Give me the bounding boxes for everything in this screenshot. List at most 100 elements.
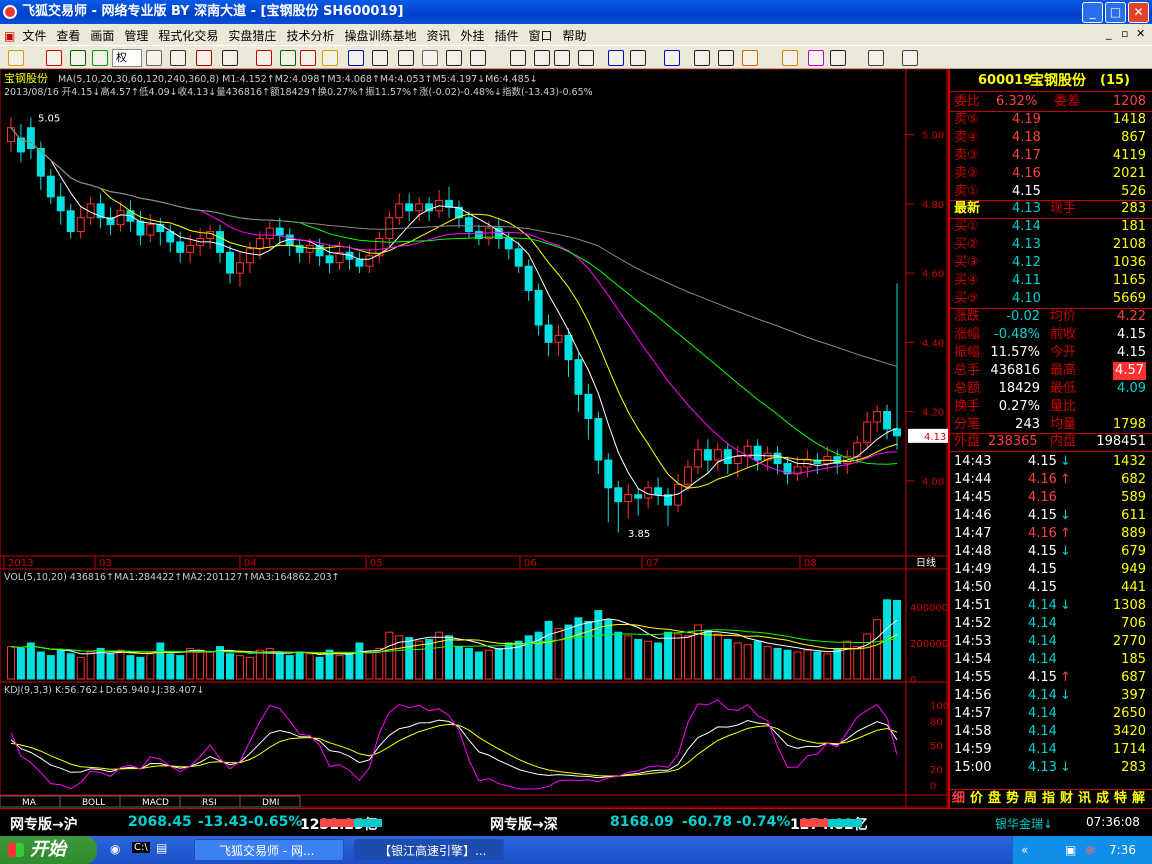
toolbar-icon[interactable]	[578, 50, 594, 66]
menu-item[interactable]: 操盘训练基地	[344, 29, 417, 43]
tray-clock[interactable]: 7:36	[1109, 843, 1136, 857]
menu-item[interactable]: 技术分析	[286, 29, 335, 43]
candle-body	[295, 244, 304, 253]
tray-security-icon[interactable]: ⊗	[1085, 843, 1096, 857]
toolbar-icon[interactable]	[902, 50, 918, 66]
stat-value: -0.48%	[994, 327, 1040, 342]
buy-price: 4.13	[1012, 237, 1041, 252]
menu-item[interactable]: 插件	[494, 29, 519, 43]
quan-select[interactable]: 权	[112, 49, 142, 67]
menu-app-icon[interactable]: ▣	[4, 29, 16, 43]
menu-item[interactable]: 画面	[90, 29, 115, 43]
toolbar-icon[interactable]	[322, 50, 338, 66]
menu-item[interactable]: 文件	[22, 29, 47, 43]
panel-tab[interactable]: 势	[1006, 791, 1020, 806]
tick-row: 14:47 4.16 ↑ 889	[950, 525, 1152, 543]
panel-tab[interactable]: 价	[970, 791, 984, 806]
toolbar-icon[interactable]	[718, 50, 734, 66]
toolbar-icon[interactable]	[694, 50, 710, 66]
tick-row: 14:59 4.14 1714	[950, 741, 1152, 759]
toolbar-icon[interactable]	[608, 50, 624, 66]
volume-bar	[425, 638, 434, 680]
toolbar-icon[interactable]	[868, 50, 884, 66]
panel-tab[interactable]: 成	[1096, 791, 1110, 806]
sh-breadth-bar	[320, 819, 382, 827]
menu-item[interactable]: 管理	[124, 29, 149, 43]
toolbar-icon[interactable]	[664, 50, 680, 66]
panel-tab[interactable]: 细	[952, 791, 966, 806]
quicklaunch-notepad-icon[interactable]: ▤	[156, 841, 168, 855]
mdi-restore-button[interactable]: ▫	[1121, 27, 1129, 40]
toolbar-icon[interactable]	[422, 50, 438, 66]
quicklaunch-cmd-icon[interactable]: C:\	[132, 842, 150, 853]
taskbar-item-feihu[interactable]: 飞狐交易师 - 网...	[194, 839, 344, 861]
panel-tab[interactable]: 讯	[1078, 791, 1092, 806]
toolbar-icon[interactable]	[398, 50, 414, 66]
panel-tab[interactable]: 周	[1024, 791, 1038, 806]
toolbar-icon[interactable]	[46, 50, 62, 66]
toolbar-icon[interactable]	[830, 50, 846, 66]
tick-price: 4.14	[1028, 634, 1057, 649]
kline-chart[interactable]: 宝钢股份 MA(5,10,20,30,60,120,240,360,8) M1:4…	[0, 68, 949, 808]
panel-tab[interactable]: 特	[1114, 791, 1128, 806]
toolbar-icon[interactable]	[534, 50, 550, 66]
menu-item[interactable]: 查看	[56, 29, 81, 43]
toolbar-icon[interactable]	[630, 50, 646, 66]
menu-item[interactable]: 帮助	[562, 29, 587, 43]
candle-body	[445, 199, 454, 208]
menu-item[interactable]: 外挂	[460, 29, 485, 43]
volume-bar	[56, 649, 65, 680]
toolbar-icon[interactable]	[348, 50, 364, 66]
quicklaunch-ie-icon[interactable]: ◉	[110, 842, 121, 856]
volume-bar	[833, 647, 842, 680]
toolbar-icon[interactable]	[146, 50, 162, 66]
toolbar-icon[interactable]	[170, 50, 186, 66]
volume-bar	[574, 617, 583, 680]
panel-tab[interactable]: 解	[1132, 791, 1146, 806]
menu-item[interactable]: 实盘猎庄	[228, 29, 277, 43]
taskbar-item-yinjiang[interactable]: 【银江高速引擎】...	[354, 839, 504, 861]
toolbar-icon[interactable]	[222, 50, 238, 66]
toolbar-icon[interactable]	[300, 50, 316, 66]
panel-tab[interactable]: 财	[1060, 791, 1074, 806]
toolbar-icon[interactable]	[8, 50, 24, 66]
toolbar-icon[interactable]	[742, 50, 758, 66]
volume-bar	[654, 642, 663, 680]
toolbar-icon[interactable]	[510, 50, 526, 66]
start-button[interactable]: 开始	[0, 836, 97, 864]
volume-bar	[226, 653, 234, 680]
toolbar-icon[interactable]	[446, 50, 462, 66]
tick-row: 14:54 4.14 185	[950, 651, 1152, 669]
candle-body	[375, 237, 384, 257]
mdi-close-button[interactable]: ✕	[1136, 27, 1146, 40]
toolbar-icon[interactable]	[70, 50, 86, 66]
toolbar-icon[interactable]	[256, 50, 272, 66]
tray-arrow-icon[interactable]: «	[1021, 843, 1029, 857]
toolbar-icon[interactable]	[280, 50, 296, 66]
chart-area[interactable]: 宝钢股份 MA(5,10,20,30,60,120,240,360,8) M1:4…	[0, 68, 949, 808]
toolbar-icon[interactable]	[92, 50, 108, 66]
mdi-minimize-button[interactable]: _	[1106, 27, 1112, 40]
toolbar-icon[interactable]	[782, 50, 798, 66]
tick-price: 4.14	[1028, 706, 1057, 721]
toolbar-icon[interactable]	[554, 50, 570, 66]
toolbar-icon[interactable]	[372, 50, 388, 66]
close-button[interactable]: ✕	[1128, 2, 1149, 23]
panel-tab[interactable]: 指	[1042, 791, 1056, 806]
tick-arrow-icon: ↑	[1060, 472, 1071, 487]
toolbar-icon[interactable]	[808, 50, 824, 66]
volume-bar	[634, 638, 643, 680]
sh-percent: -0.65%	[248, 814, 303, 830]
buy-label: 买④	[954, 273, 979, 288]
stat-value: 11.57%	[990, 345, 1040, 360]
toolbar-icon[interactable]	[196, 50, 212, 66]
maximize-button[interactable]: □	[1105, 2, 1126, 23]
menu-item[interactable]: 窗口	[528, 29, 553, 43]
tick-row: 14:43 4.15 ↓ 1432	[950, 453, 1152, 471]
minimize-button[interactable]: _	[1082, 2, 1103, 23]
toolbar-icon[interactable]	[470, 50, 486, 66]
tray-network-icon[interactable]: ▣	[1065, 843, 1077, 857]
menu-item[interactable]: 程式化交易	[158, 29, 219, 43]
menu-item[interactable]: 资讯	[426, 29, 451, 43]
panel-tab[interactable]: 盘	[988, 791, 1002, 806]
